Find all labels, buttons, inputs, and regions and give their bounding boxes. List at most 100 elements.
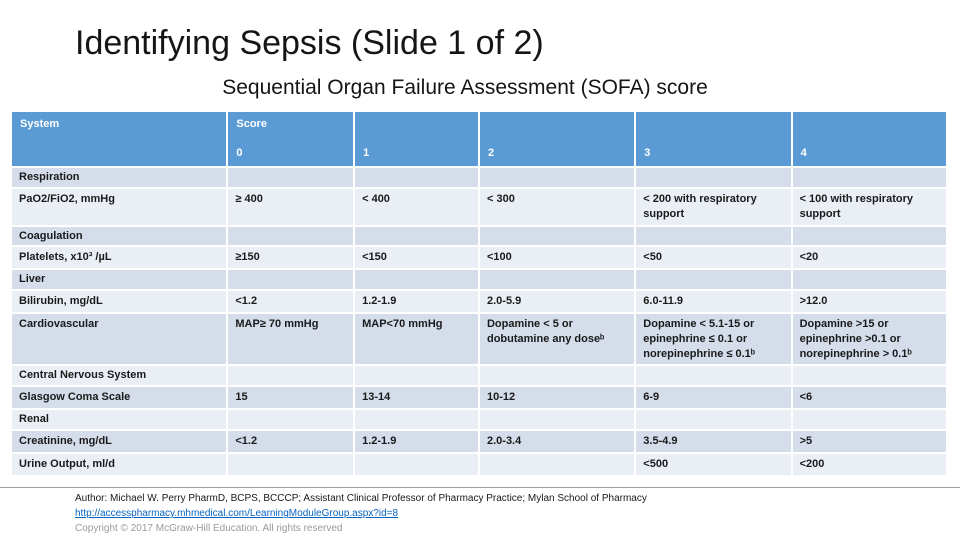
table-body: Respiration PaO2/FiO2, mmHg ≥ 400 < 400 < 30… (12, 168, 946, 475)
score-cell: MAP≥ 70 mmHg (228, 313, 354, 365)
footer-divider (0, 487, 960, 488)
row-label: Renal (12, 410, 227, 429)
slide-title: Identifying Sepsis (Slide 1 of 2) (75, 24, 544, 62)
row-label: PaO2/FiO2, mmHg (12, 188, 227, 225)
section-row: Liver (12, 270, 946, 290)
column-header: 4 (792, 112, 946, 166)
score-cell (479, 270, 635, 290)
row-label: Bilirubin, mg/dL (12, 291, 227, 312)
row-label: Coagulation (12, 226, 227, 246)
author-credit: Author: Michael W. Perry PharmD, BCPS, B… (75, 493, 647, 504)
score-cell (792, 410, 946, 429)
row-label: Glasgow Coma Scale (12, 387, 227, 409)
score-cell (355, 410, 478, 429)
row-label: Respiration (12, 168, 227, 187)
score-cell (228, 226, 354, 246)
score-cell (479, 168, 635, 187)
row-label: Urine Output, ml/d (12, 453, 227, 475)
score-cell (636, 226, 791, 246)
score-cell (479, 410, 635, 429)
score-cell (228, 270, 354, 290)
column-header: Score 0 (228, 112, 354, 166)
score-cell: <1.2 (228, 430, 354, 452)
score-cell: < 300 (479, 188, 635, 225)
section-row: Respiration (12, 168, 946, 187)
score-cell: 10-12 (479, 387, 635, 409)
copyright-notice: Copyright © 2017 McGraw-Hill Education. … (75, 523, 343, 534)
score-cell: <20 (792, 247, 946, 269)
score-cell: <50 (636, 247, 791, 269)
score-cell (355, 270, 478, 290)
score-cell: < 200 with respiratory support (636, 188, 791, 225)
score-cell: Dopamine < 5 or dobutamine any doseᵇ (479, 313, 635, 365)
score-cell: <150 (355, 247, 478, 269)
score-cell (228, 453, 354, 475)
score-cell (636, 366, 791, 386)
score-cell (636, 168, 791, 187)
score-cell: <500 (636, 453, 791, 475)
score-cell: <1.2 (228, 291, 354, 312)
score-cell (479, 226, 635, 246)
section-row: Renal (12, 410, 946, 429)
row-label: Platelets, x10³ /µL (12, 247, 227, 269)
header-row: System Score 0 1 2 3 4 (12, 112, 946, 166)
score-cell: <200 (792, 453, 946, 475)
row-label: Central Nervous System (12, 366, 227, 386)
score-cell: 15 (228, 387, 354, 409)
data-row: PaO2/FiO2, mmHg ≥ 400 < 400 < 300 < 200 with… (12, 188, 946, 225)
score-cell: 6.0-11.9 (636, 291, 791, 312)
score-cell (228, 168, 354, 187)
footer: Author: Michael W. Perry PharmD, BCPS, B… (75, 491, 895, 536)
column-header: 2 (479, 112, 635, 166)
column-header: System (12, 112, 227, 166)
score-cell: ≥150 (228, 247, 354, 269)
score-cell (792, 366, 946, 386)
data-row: Creatinine, mg/dL <1.2 1.2-1.9 2.0-3.4 3.5-4… (12, 430, 946, 452)
score-cell: <100 (479, 247, 635, 269)
row-label: Liver (12, 270, 227, 290)
score-cell (792, 168, 946, 187)
score-cell (228, 410, 354, 429)
score-cell: MAP<70 mmHg (355, 313, 478, 365)
score-cell (355, 453, 478, 475)
score-cell: 1.2-1.9 (355, 291, 478, 312)
column-header: 3 (636, 112, 791, 166)
source-link[interactable]: http://accesspharmacy.mhmedical.com/Lear… (75, 508, 399, 519)
section-row: Coagulation (12, 226, 946, 246)
score-cell: <6 (792, 387, 946, 409)
score-cell: Dopamine < 5.1-15 or epinephrine ≤ 0.1 o… (636, 313, 791, 365)
score-cell: 2.0-3.4 (479, 430, 635, 452)
score-cell (792, 270, 946, 290)
score-cell (355, 366, 478, 386)
data-row: Platelets, x10³ /µL ≥150 <150 <100 <50 <20 (12, 247, 946, 269)
score-cell: 2.0-5.9 (479, 291, 635, 312)
score-cell: 13-14 (355, 387, 478, 409)
score-cell (228, 366, 354, 386)
score-cell (792, 226, 946, 246)
score-cell (355, 168, 478, 187)
data-row: Urine Output, ml/d <500 <200 (12, 453, 946, 475)
sofa-score-table: System Score 0 1 2 3 4 Respiration PaO2/FiO2, m… (10, 110, 948, 477)
score-cell (479, 453, 635, 475)
score-cell (479, 366, 635, 386)
score-cell (636, 270, 791, 290)
score-cell: 3.5-4.9 (636, 430, 791, 452)
data-row: Bilirubin, mg/dL <1.2 1.2-1.9 2.0-5.9 6.0-11… (12, 291, 946, 312)
row-label: Creatinine, mg/dL (12, 430, 227, 452)
score-cell: 1.2-1.9 (355, 430, 478, 452)
score-cell: 6-9 (636, 387, 791, 409)
score-cell: >5 (792, 430, 946, 452)
table-header: System Score 0 1 2 3 4 (12, 112, 946, 166)
score-cell: ≥ 400 (228, 188, 354, 225)
score-cell: < 400 (355, 188, 478, 225)
data-row: Cardiovascular MAP≥ 70 mmHg MAP<70 mmHg Dop… (12, 313, 946, 365)
score-cell: Dopamine >15 or epinephrine >0.1 or nore… (792, 313, 946, 365)
score-cell (355, 226, 478, 246)
row-label: Cardiovascular (12, 313, 227, 365)
slide-subtitle: Sequential Organ Failure Assessment (SOF… (222, 76, 708, 99)
column-header: 1 (355, 112, 478, 166)
score-cell: >12.0 (792, 291, 946, 312)
score-cell (636, 410, 791, 429)
score-cell: < 100 with respiratory support (792, 188, 946, 225)
